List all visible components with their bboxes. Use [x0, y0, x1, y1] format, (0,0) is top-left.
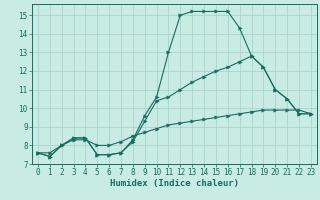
- X-axis label: Humidex (Indice chaleur): Humidex (Indice chaleur): [110, 179, 239, 188]
